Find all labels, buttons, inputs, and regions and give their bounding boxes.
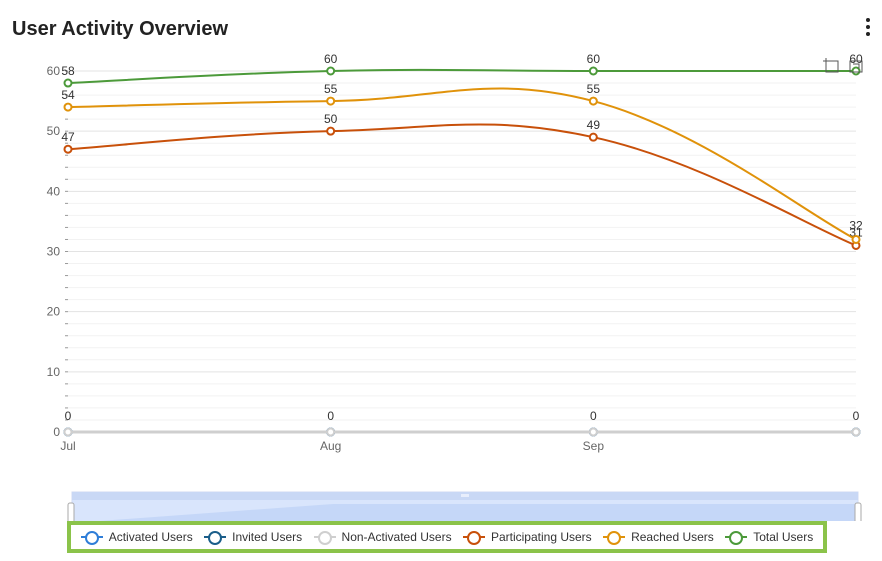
legend-marker-icon: [313, 531, 336, 545]
data-label: 47: [61, 130, 75, 144]
data-label: 55: [587, 82, 601, 96]
page-title: User Activity Overview: [12, 18, 229, 40]
series-line: [67, 87, 857, 241]
data-zoom-left-handle[interactable]: [67, 502, 75, 521]
y-tick-label: 20: [47, 305, 61, 319]
series-line: [67, 123, 857, 247]
data-point[interactable]: [588, 427, 598, 437]
data-label: 49: [587, 118, 601, 132]
data-label: 0: [65, 409, 72, 423]
legend-marker-icon: [204, 531, 227, 545]
y-tick-label: 50: [47, 124, 61, 138]
data-label: 55: [324, 82, 338, 96]
data-label: 0: [590, 409, 597, 423]
legend-item-activated-users[interactable]: Activated Users: [80, 530, 193, 545]
series-line: [67, 68, 856, 85]
data-label: 0: [327, 409, 334, 423]
data-point[interactable]: [326, 427, 336, 437]
data-point[interactable]: [588, 132, 598, 142]
legend-label: Non-Activated Users: [341, 530, 452, 544]
data-label: 60: [324, 52, 338, 66]
data-point[interactable]: [63, 102, 73, 112]
data-label: 60: [849, 52, 863, 66]
series-layer: 0 0 0 0 47 50 49 31 54 55 55 32 58 60 60 60: [61, 52, 863, 437]
data-zoom-slider[interactable]: [67, 491, 862, 521]
data-label: 31: [849, 225, 863, 239]
chart-axes: 0 10 20 30 40 50 60 Jul Aug Sep: [47, 64, 856, 453]
chart-legend: Activated Users Invited Users Non-Activate…: [67, 521, 827, 553]
legend-label: Activated Users: [108, 530, 193, 544]
data-label: 32: [849, 218, 863, 232]
y-tick-label: 30: [47, 245, 61, 259]
data-point[interactable]: [326, 66, 336, 76]
more-vertical-icon[interactable]: [864, 18, 872, 36]
data-point[interactable]: [326, 96, 336, 106]
legend-item-reached-users[interactable]: Reached Users: [603, 530, 714, 545]
data-label: 60: [587, 52, 601, 66]
zoom-reset-icon[interactable]: [849, 60, 863, 73]
chart-grid: [68, 70, 856, 433]
legend-item-invited-users[interactable]: Invited Users: [204, 530, 303, 545]
x-tick-label: Aug: [320, 439, 341, 453]
legend-marker-icon: [462, 531, 485, 545]
legend-marker-icon: [603, 531, 626, 545]
y-tick-label: 40: [47, 184, 61, 198]
x-tick-label: Sep: [583, 439, 605, 453]
legend-label: Reached Users: [631, 530, 714, 544]
data-label: 58: [61, 64, 75, 78]
legend-marker-icon: [725, 531, 748, 545]
data-point[interactable]: [851, 427, 861, 437]
data-label: 54: [61, 88, 75, 102]
legend-item-participating-users[interactable]: Participating Users: [462, 530, 592, 545]
series-participating-users: 47 50 49 31: [61, 112, 863, 250]
crop-zoom-icon[interactable]: [823, 58, 839, 73]
data-point[interactable]: [63, 427, 73, 437]
x-tick-label: Jul: [60, 439, 75, 453]
y-tick-label: 10: [47, 365, 61, 379]
series-non-activated-users: 0 0 0 0: [63, 409, 861, 437]
legend-label: Participating Users: [490, 530, 592, 544]
data-point[interactable]: [588, 66, 598, 76]
series-reached-users: 54 55 55 32: [61, 82, 863, 244]
data-point[interactable]: [63, 144, 73, 154]
legend-label: Invited Users: [232, 530, 303, 544]
legend-label: Total Users: [753, 530, 814, 544]
legend-item-total-users[interactable]: Total Users: [725, 530, 814, 545]
data-point[interactable]: [851, 66, 861, 76]
y-tick-label: 60: [47, 64, 61, 78]
data-point[interactable]: [63, 78, 73, 88]
series-total-users: 58 60 60 60: [61, 52, 863, 88]
data-point[interactable]: [851, 234, 861, 244]
legend-marker-icon: [80, 531, 103, 545]
chart-toolbox: [823, 58, 863, 73]
legend-item-non-activated-users[interactable]: Non-Activated Users: [313, 530, 452, 545]
data-label: 50: [324, 112, 338, 126]
data-zoom-right-handle[interactable]: [854, 502, 862, 521]
data-label: 0: [853, 409, 860, 423]
data-point[interactable]: [588, 96, 598, 106]
data-point[interactable]: [326, 126, 336, 136]
y-tick-label: 0: [53, 425, 60, 439]
